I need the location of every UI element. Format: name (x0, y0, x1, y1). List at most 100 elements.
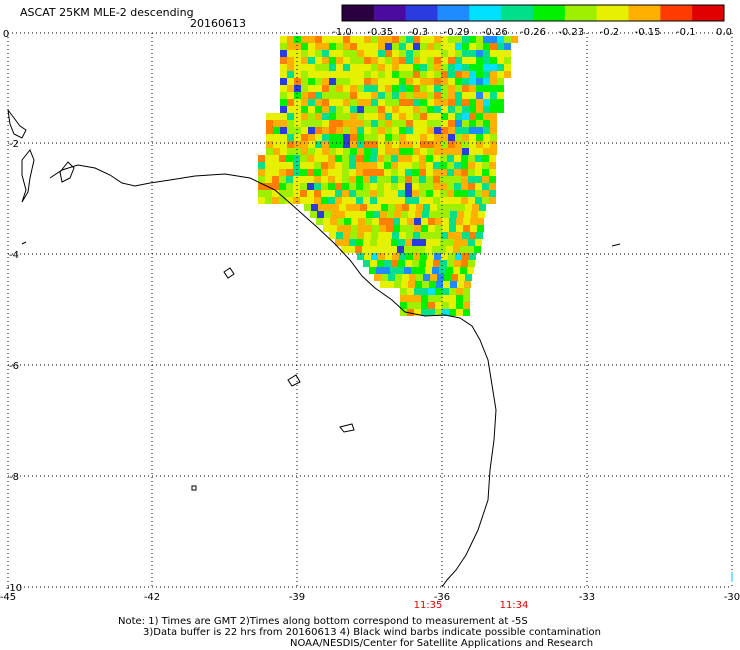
swath-cell (406, 71, 413, 78)
swath-cell (469, 253, 476, 260)
swath-cell (439, 267, 446, 274)
swath-cell (490, 99, 497, 106)
swath-cell (258, 183, 265, 190)
swath-cell (380, 281, 387, 288)
swath-cell (280, 50, 287, 57)
swath-cell (356, 239, 363, 246)
swath-cell (490, 120, 497, 127)
swath-cell (300, 176, 307, 183)
swath-cell (350, 64, 357, 71)
swath-cell (434, 57, 441, 64)
swath-cell (468, 197, 475, 204)
swath-cell (455, 36, 462, 43)
swath-cell (338, 211, 345, 218)
swath-cell (428, 295, 435, 302)
swath-cell (398, 162, 405, 169)
swath-cell (318, 204, 325, 211)
swath-cell (343, 64, 350, 71)
swath-cell (435, 295, 442, 302)
swath-cell (364, 99, 371, 106)
swath-cell (442, 295, 449, 302)
swath-cell (455, 85, 462, 92)
swath-cell (391, 190, 398, 197)
swath-cell (301, 99, 308, 106)
swath-cell (455, 134, 462, 141)
swath-cell (462, 127, 469, 134)
colorbar-label: -0.23 (558, 27, 584, 38)
swath-cell (462, 148, 469, 155)
swath-cell (399, 106, 406, 113)
swath-cell (377, 190, 384, 197)
swath-cell (441, 71, 448, 78)
swath-cell (428, 302, 435, 309)
swath-cell (407, 295, 414, 302)
swath-cell (371, 113, 378, 120)
swath-cell (455, 127, 462, 134)
swath-cell (399, 120, 406, 127)
swath-cell (385, 92, 392, 99)
swath-cell (407, 309, 414, 316)
swath-cell (339, 204, 346, 211)
swath-cell (400, 225, 407, 232)
swath-cell (371, 64, 378, 71)
swath-cell (453, 267, 460, 274)
swath-cell (322, 43, 329, 50)
swath-cell (314, 197, 321, 204)
swath-cell (364, 64, 371, 71)
swath-cell (370, 169, 377, 176)
swath-cell (461, 155, 468, 162)
swath-cell (399, 141, 406, 148)
colorbar-swatch (692, 5, 725, 21)
swath-cell (441, 113, 448, 120)
swath-cell (265, 169, 272, 176)
swath-cell (385, 253, 392, 260)
swath-cell (336, 78, 343, 85)
swath-cell (378, 253, 385, 260)
swath-cell (294, 64, 301, 71)
swath-cell (350, 71, 357, 78)
swath-cell (378, 134, 385, 141)
swath-cell (350, 36, 357, 43)
swath-cell (413, 57, 420, 64)
swath-cell (329, 232, 336, 239)
swath-cell (406, 43, 413, 50)
swath-cell (352, 211, 359, 218)
swath-cell (476, 92, 483, 99)
swath-cell (279, 169, 286, 176)
swath-cell (365, 218, 372, 225)
swath-cell (511, 36, 518, 43)
swath-cell (419, 260, 426, 267)
swath-cell (413, 43, 420, 50)
swath-cell (400, 218, 407, 225)
swath-cell (314, 155, 321, 162)
swath-cell (422, 281, 429, 288)
swath-cell (413, 106, 420, 113)
swath-cell (468, 169, 475, 176)
swath-cell (349, 197, 356, 204)
swath-cell (437, 204, 444, 211)
swath-cell (308, 50, 315, 57)
swath-cell (504, 36, 511, 43)
swath-cell (308, 85, 315, 92)
swath-cell (456, 302, 463, 309)
swath-cell (397, 246, 404, 253)
swath-cell (476, 106, 483, 113)
swath-cell (490, 141, 497, 148)
swath-cell (426, 239, 433, 246)
swath-cell (483, 92, 490, 99)
swath-cell (477, 218, 484, 225)
swath-cell (462, 57, 469, 64)
swath-cell (342, 239, 349, 246)
swath-cell (413, 253, 420, 260)
colorbar-swatch (373, 5, 407, 21)
swath-cell (314, 176, 321, 183)
swath-cell (476, 141, 483, 148)
swath-cell (392, 113, 399, 120)
swath-cell (455, 106, 462, 113)
swath-cell (385, 148, 392, 155)
swath-cell (280, 57, 287, 64)
swath-cell (406, 113, 413, 120)
y-tick-label: -6 (9, 361, 19, 372)
swath-cell (497, 64, 504, 71)
swath-cell (448, 120, 455, 127)
